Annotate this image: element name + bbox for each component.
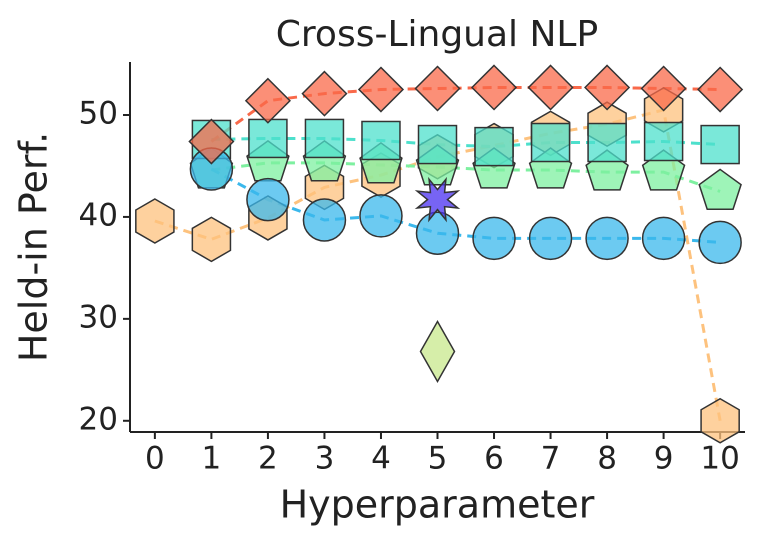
- marker: [527, 64, 574, 111]
- marker: [643, 121, 684, 162]
- marker: [585, 216, 629, 261]
- x-tick-label: 6: [484, 441, 504, 477]
- marker: [528, 216, 573, 261]
- marker: [415, 211, 460, 255]
- x-tick-label: 2: [258, 441, 278, 477]
- series-line: [210, 167, 721, 244]
- marker: [357, 66, 405, 113]
- x-tick-label: 5: [428, 441, 448, 477]
- marker: [301, 70, 348, 117]
- marker: [530, 122, 571, 163]
- marker: [414, 65, 461, 112]
- marker: [698, 220, 742, 265]
- marker: [698, 168, 742, 210]
- marker: [419, 319, 456, 383]
- marker: [584, 64, 631, 111]
- y-tick-label: 40: [79, 197, 118, 233]
- x-tick-label: 3: [315, 441, 335, 477]
- series-line: [211, 136, 721, 149]
- y-tick-label: 50: [79, 96, 118, 132]
- marker: [470, 64, 518, 111]
- marker: [697, 66, 744, 113]
- y-axis-label: Held-in Perf.: [12, 132, 56, 362]
- marker: [361, 120, 401, 161]
- marker: [191, 216, 232, 263]
- marker: [640, 65, 687, 112]
- marker: [417, 124, 458, 165]
- x-tick-label: 8: [597, 441, 617, 477]
- marker: [248, 118, 288, 159]
- marker: [359, 194, 403, 238]
- marker: [414, 176, 461, 223]
- marker: [244, 77, 291, 124]
- marker: [700, 124, 740, 165]
- x-axis-label: Hyperparameter: [280, 483, 595, 527]
- x-tick-label: 10: [700, 441, 739, 477]
- x-tick-label: 7: [541, 441, 561, 477]
- marker: [700, 397, 740, 444]
- marker: [246, 177, 290, 222]
- x-tick-label: 0: [145, 441, 165, 477]
- marker: [587, 122, 627, 163]
- marker: [641, 216, 686, 261]
- x-tick-label: 1: [202, 441, 222, 477]
- y-tick-label: 30: [79, 299, 118, 335]
- chart-title: Cross-Lingual NLP: [276, 14, 598, 55]
- series-line: [211, 161, 721, 193]
- marker: [188, 118, 235, 165]
- marker: [304, 118, 345, 159]
- series-line: [210, 85, 721, 143]
- y-tick-label: 20: [79, 401, 118, 437]
- marker: [135, 198, 175, 244]
- marker: [472, 216, 516, 261]
- marker: [474, 126, 514, 167]
- x-tick-label: 4: [371, 441, 391, 477]
- marker: [302, 198, 347, 242]
- x-tick-label: 9: [654, 441, 674, 477]
